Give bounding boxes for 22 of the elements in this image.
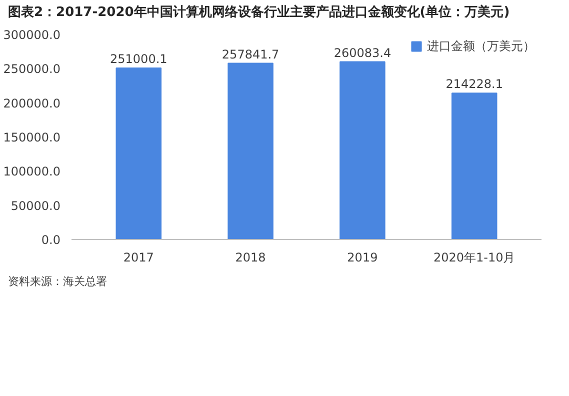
- x-tick-label: 2018: [235, 250, 266, 264]
- legend-label: 进口金额（万美元）: [427, 38, 536, 55]
- x-tick-label: 2017: [123, 250, 154, 264]
- y-tick-label: 50000.0: [10, 198, 60, 213]
- bar: [116, 67, 162, 240]
- data-label: 214228.1: [446, 77, 503, 91]
- bar: [340, 61, 386, 240]
- text: 资料来源：海关总署: [8, 274, 107, 290]
- data-label: 260083.4: [334, 46, 392, 60]
- y-tick-label: 0.0: [41, 232, 61, 247]
- x-tick-label: 2020年1-10月: [433, 250, 516, 264]
- y-tick-label: 100000.0: [3, 164, 61, 179]
- x-tick-label: 2019: [347, 250, 378, 264]
- bar: [451, 92, 498, 240]
- chart-title: 图表2：2017-2020年中国计算机网络设备行业主要产品进口金额变化(单位：万美元): [8, 5, 510, 22]
- y-tick-label: 300000.0: [3, 28, 61, 42]
- data-label: 251000.1: [110, 52, 168, 66]
- y-tick-label: 150000.0: [3, 130, 61, 144]
- data-label: 257841.7: [222, 47, 280, 62]
- bar: [228, 62, 274, 240]
- y-tick-label: 200000.0: [3, 96, 61, 110]
- y-tick-label: 250000.0: [3, 62, 61, 76]
